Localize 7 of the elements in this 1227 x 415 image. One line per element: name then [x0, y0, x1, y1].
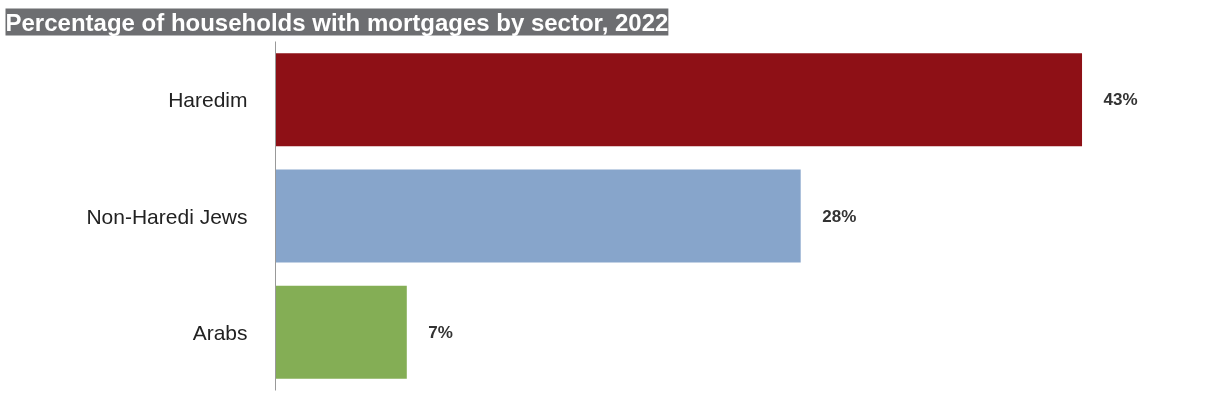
y-tick-label: Haredim: [168, 88, 248, 112]
chart-title: Percentage of households with mortgages by sector, 2022: [5, 8, 669, 36]
y-tick-label: Non-Haredi Jews: [86, 204, 248, 228]
y-tick-label: Arabs: [192, 320, 248, 344]
data-label: 28%: [822, 206, 857, 226]
data-label: 43%: [1103, 90, 1138, 110]
data-label: 7%: [428, 322, 453, 342]
